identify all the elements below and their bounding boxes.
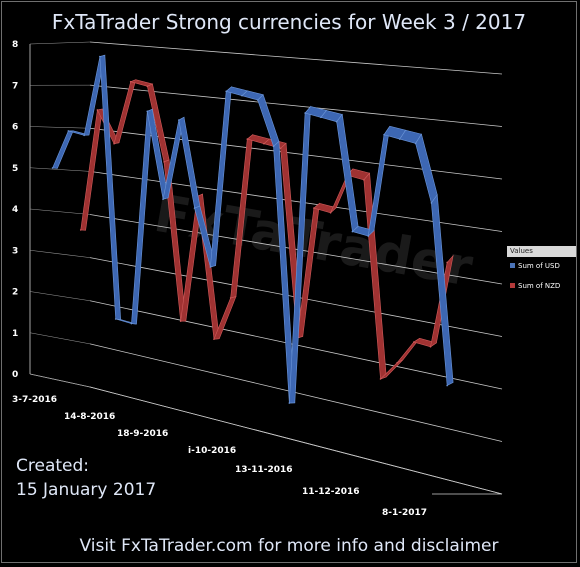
data-point: [210, 266, 212, 268]
x-tick-label: 14-8-2016: [64, 412, 115, 422]
data-point: [446, 385, 448, 387]
gridline-side: [30, 292, 90, 301]
data-point: [304, 112, 306, 114]
data-point: [80, 229, 82, 231]
data-point: [415, 143, 417, 145]
created-date: 15 January 2017: [16, 478, 156, 502]
data-point: [230, 297, 232, 299]
created-block: Created: 15 January 2017: [16, 454, 156, 502]
x-tick-label: 11-12-2016: [302, 487, 360, 497]
data-point: [352, 231, 354, 233]
chart-legend: Values Sum of USD Sum of NZD: [507, 246, 577, 298]
data-point: [146, 111, 148, 113]
data-point: [178, 119, 180, 121]
legend-swatch-usd: [510, 263, 515, 268]
data-point: [246, 138, 248, 140]
gridline-side: [30, 209, 90, 215]
data-point: [163, 161, 165, 163]
data-point: [130, 81, 132, 83]
y-tick-label: 6: [12, 123, 18, 133]
gridline-side: [30, 168, 90, 172]
data-point: [280, 148, 282, 150]
y-tick-label: 0: [12, 370, 18, 380]
data-point: [131, 323, 133, 325]
data-point: [257, 99, 259, 101]
legend-title: Values: [507, 246, 577, 257]
data-point: [115, 318, 117, 320]
x-tick-label: 3-7-2016: [12, 395, 57, 405]
y-tick-label: 7: [12, 81, 18, 91]
data-point: [396, 362, 398, 364]
data-point: [446, 262, 448, 264]
data-point: [313, 207, 315, 209]
x-tick-label: 13-11-2016: [235, 465, 293, 475]
data-point: [263, 143, 265, 145]
y-tick-label: 5: [12, 164, 18, 174]
gridline-side: [30, 127, 90, 129]
data-point: [363, 179, 365, 181]
data-point: [383, 134, 385, 136]
data-point: [68, 130, 70, 132]
y-tick-label: 4: [12, 205, 18, 215]
data-point: [336, 121, 338, 123]
data-point: [52, 167, 54, 169]
y-tick-label: 2: [12, 288, 18, 298]
legend-swatch-nzd: [510, 283, 515, 288]
series-segment: [53, 131, 74, 169]
footer-text: Visit FxTaTrader.com for more info and d…: [2, 536, 576, 556]
legend-item-nzd: Sum of NZD: [507, 281, 577, 297]
data-point: [213, 338, 215, 340]
data-point: [320, 117, 322, 119]
gridline-side: [30, 42, 90, 44]
y-tick-label: 1: [12, 329, 18, 339]
data-point: [83, 135, 85, 137]
data-point: [330, 212, 332, 214]
x-tick-label: 18-9-2016: [117, 429, 168, 439]
data-point: [431, 202, 433, 204]
data-point: [99, 56, 101, 58]
x-tick-label: i-10-2016: [188, 446, 236, 456]
data-point: [180, 320, 182, 322]
data-point: [225, 91, 227, 93]
data-point: [413, 341, 415, 343]
legend-label-usd: Sum of USD: [518, 261, 560, 271]
gridline-side: [30, 333, 90, 344]
data-point: [241, 95, 243, 97]
legend-item-usd: Sum of USD: [507, 261, 577, 277]
data-point: [367, 235, 369, 237]
y-tick-label: 8: [12, 40, 18, 50]
data-point: [147, 86, 149, 88]
data-point: [194, 207, 196, 209]
gridline-side: [30, 374, 90, 387]
x-tick-label: 8-1-2017: [382, 508, 427, 518]
data-point: [289, 402, 291, 404]
data-point: [113, 143, 115, 145]
data-point: [430, 346, 432, 348]
data-point: [162, 198, 164, 200]
legend-label-nzd: Sum of NZD: [518, 281, 560, 291]
data-point: [399, 138, 401, 140]
gridline-side: [30, 250, 90, 257]
data-point: [273, 146, 275, 148]
data-point: [380, 378, 382, 380]
created-label: Created:: [16, 454, 156, 478]
y-tick-label: 3: [12, 246, 18, 256]
data-point: [97, 109, 99, 111]
